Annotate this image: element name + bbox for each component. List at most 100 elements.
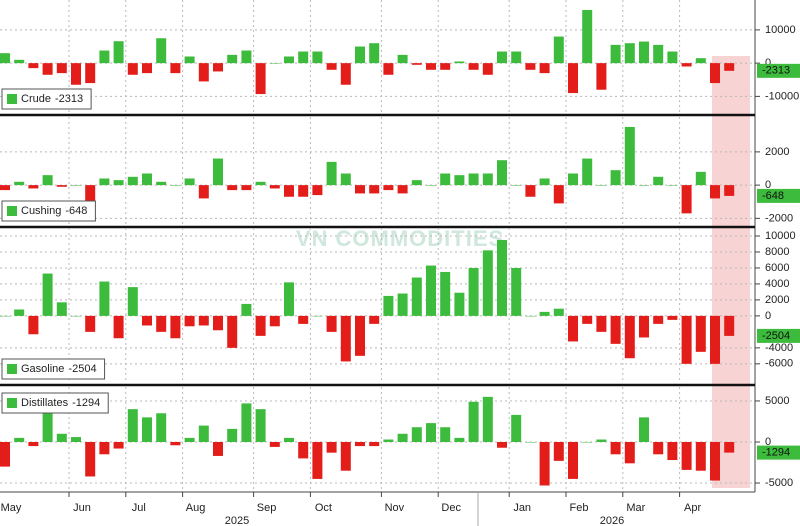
bar [426,265,436,316]
bar [624,126,635,186]
bar [426,423,436,442]
bar [28,63,39,69]
bar [284,282,294,316]
bar [184,56,195,64]
bar [355,46,365,64]
bar [170,185,181,186]
bar [383,185,394,191]
bar [241,185,252,191]
bar [624,315,635,359]
bar [639,185,649,186]
bar [56,302,67,316]
bar [255,181,266,186]
bar [298,185,309,197]
bar [681,185,692,214]
bar [468,173,479,186]
bar [298,315,309,324]
bar [511,414,522,442]
bar [312,51,323,64]
y-tick-label: -10000 [765,90,799,102]
y-tick-label: 8000 [765,246,789,258]
bar [241,50,252,64]
y-tick-label: -4000 [765,342,793,354]
year-label: 2025 [225,515,249,526]
bar [653,176,664,186]
bar [369,315,380,324]
bar [28,315,39,335]
x-tick-label: Jan [513,502,531,514]
bar [326,161,337,186]
bar [71,185,81,186]
bar [170,441,181,446]
bar [142,63,152,74]
x-tick-label: Mar [626,502,645,514]
bar [198,315,209,326]
bar [681,441,692,470]
x-tick-label: Feb [570,502,589,514]
bar [269,315,280,327]
bar [610,315,621,344]
bar [255,409,266,442]
bar [568,63,578,94]
year-label: 2026 [600,515,624,526]
bar [497,441,507,448]
bar [142,315,152,326]
bar [14,309,25,316]
bar [525,185,536,197]
bar [213,63,223,72]
bar [227,315,238,348]
bar [454,292,465,316]
bar [482,63,493,75]
bar [710,63,720,84]
bar [582,158,593,186]
x-tick-label: Nov [385,502,405,514]
bar [724,315,735,336]
bar [269,441,280,447]
legend-swatch [7,206,17,216]
bar [56,433,67,442]
legend-swatch [7,94,17,104]
x-tick-label: Apr [684,502,701,514]
y-tick-label: 2000 [765,294,789,306]
bar [553,36,564,64]
bar [568,441,578,479]
bar [198,185,209,199]
bar [326,315,337,332]
bar [156,315,167,332]
bar [596,185,607,186]
bar [383,63,394,75]
bar [241,303,252,316]
bar [369,43,380,64]
bar [582,315,593,324]
y-tick-label: 0 [765,310,771,322]
bar [610,44,621,64]
y-tick-label: -5000 [765,477,793,489]
bar [397,293,408,316]
bar [454,175,465,186]
x-tick-label: Oct [315,502,332,514]
bar [525,441,536,443]
bar [497,239,507,316]
value-tag [757,188,800,203]
y-tick-label: -6000 [765,358,793,370]
bar [695,441,706,471]
bar [156,181,167,186]
bar [42,413,53,442]
bar [724,441,735,453]
bar [170,315,181,339]
bar [99,441,110,455]
bar [184,315,195,327]
bar [681,63,692,67]
legend-value: -1294 [72,397,100,409]
bar [596,315,607,332]
bar [397,433,408,442]
value-tag [757,445,800,460]
bar [553,185,564,204]
bar [42,63,53,75]
bar [284,185,294,197]
bar [639,315,649,338]
x-tick-label: Jun [73,502,91,514]
bar [582,441,593,443]
bar [710,441,720,481]
bar [539,311,550,316]
